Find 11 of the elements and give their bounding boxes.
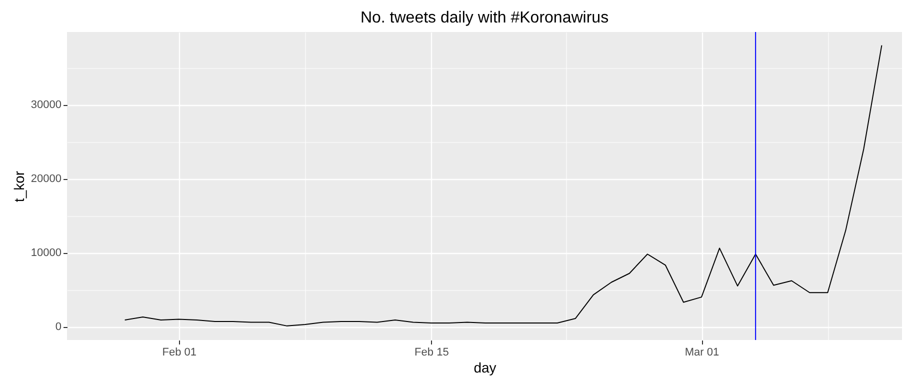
y-tick-label: 30000: [30, 99, 62, 112]
x-tick-label: Feb 15: [414, 346, 449, 358]
x-tick-label: Feb 01: [162, 346, 197, 358]
y-tick-label: 0: [55, 321, 62, 334]
chart-title: No. tweets daily with #Koronawirus: [360, 10, 609, 26]
line-series: [124, 44, 882, 326]
x-tick-label: Mar 01: [684, 346, 720, 358]
y-tick-label: 10000: [30, 247, 62, 260]
y-axis-title: t_kor: [10, 170, 27, 202]
y-tick-label: 20000: [30, 173, 62, 186]
x-axis-title: day: [474, 360, 496, 376]
